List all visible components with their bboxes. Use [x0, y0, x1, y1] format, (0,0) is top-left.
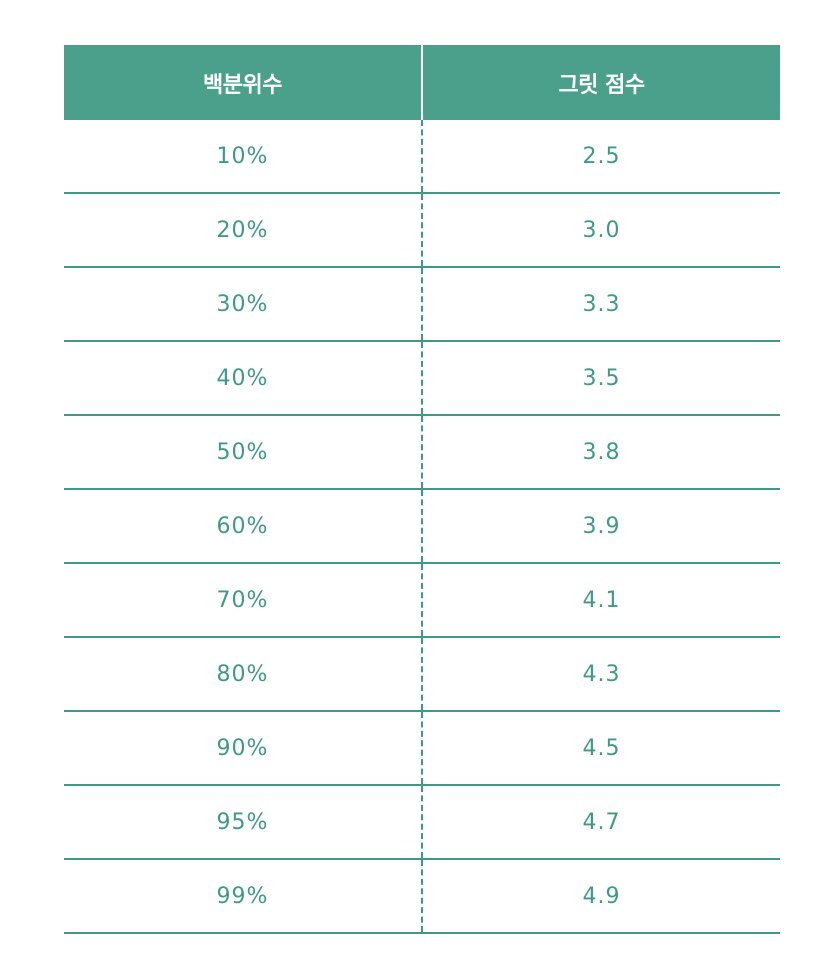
- grit-score-cell: 4.9: [582, 883, 621, 909]
- percentile-cell: 50%: [64, 416, 423, 488]
- table-row: 90% 4.5: [64, 712, 780, 786]
- grit-score-cell: 3.9: [582, 513, 621, 539]
- grit-score-cell: 2.5: [582, 143, 621, 169]
- grit-score-cell: 4.7: [582, 809, 621, 835]
- percentile-cell: 99%: [64, 860, 423, 932]
- percentile-cell: 20%: [64, 194, 423, 266]
- grit-score-cell: 4.1: [582, 587, 621, 613]
- table-row: 95% 4.7: [64, 786, 780, 860]
- percentile-cell: 80%: [64, 638, 423, 710]
- header-grit-score: 그릿 점수: [558, 72, 645, 98]
- percentile-cell: 40%: [64, 342, 423, 414]
- table-row: 80% 4.3: [64, 638, 780, 712]
- table-row: 40% 3.5: [64, 342, 780, 416]
- percentile-grit-table: 백분위수 그릿 점수 10% 2.5 20% 3.0 30% 3.3 40% 3…: [64, 45, 780, 934]
- percentile-cell: 90%: [64, 712, 423, 784]
- percentile-cell: 95%: [64, 786, 423, 858]
- grit-score-cell: 3.3: [582, 291, 621, 317]
- table-header: 백분위수 그릿 점수: [64, 45, 780, 120]
- header-percentile: 백분위수: [64, 45, 423, 120]
- table-row: 60% 3.9: [64, 490, 780, 564]
- table-row: 20% 3.0: [64, 194, 780, 268]
- grit-score-cell: 4.3: [582, 661, 621, 687]
- table-row: 50% 3.8: [64, 416, 780, 490]
- percentile-cell: 10%: [64, 120, 423, 192]
- grit-score-cell: 3.5: [582, 365, 621, 391]
- table-row: 10% 2.5: [64, 120, 780, 194]
- percentile-cell: 30%: [64, 268, 423, 340]
- grit-score-cell: 3.0: [582, 217, 621, 243]
- table-row: 30% 3.3: [64, 268, 780, 342]
- table-row: 99% 4.9: [64, 860, 780, 934]
- table-row: 70% 4.1: [64, 564, 780, 638]
- percentile-cell: 60%: [64, 490, 423, 562]
- percentile-cell: 70%: [64, 564, 423, 636]
- grit-score-cell: 3.8: [582, 439, 621, 465]
- grit-score-cell: 4.5: [582, 735, 621, 761]
